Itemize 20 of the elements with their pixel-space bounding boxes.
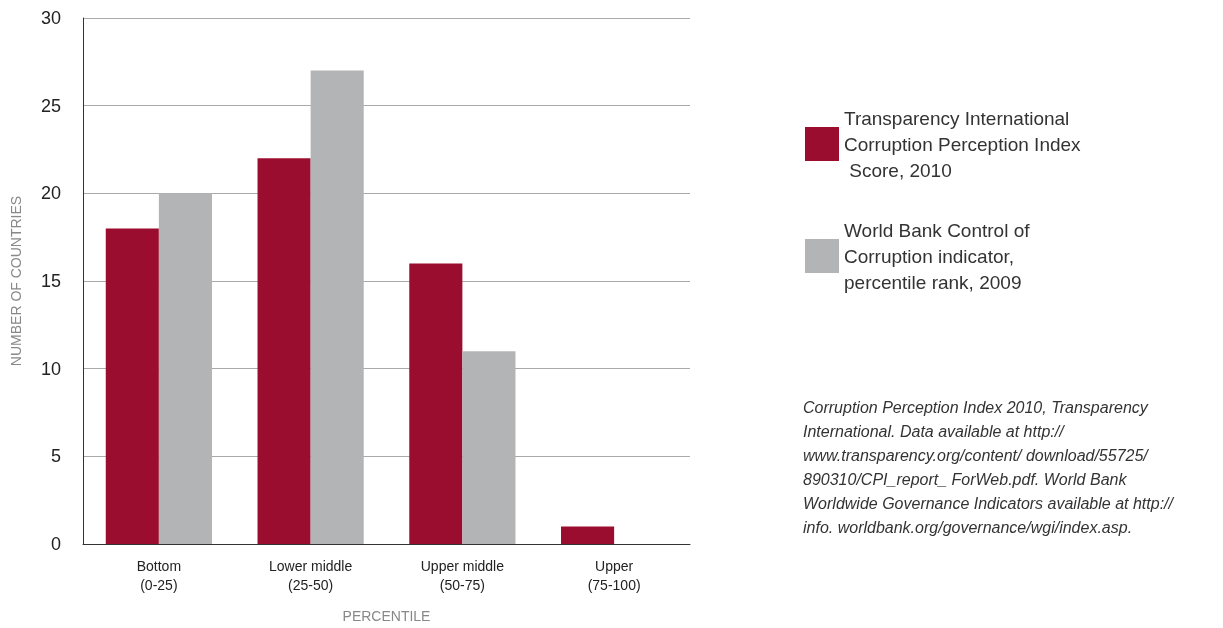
- y-tick-label: 10: [40, 358, 61, 379]
- bar: [105, 228, 159, 544]
- x-tick-label: Lower middle (25-50): [268, 557, 353, 593]
- bar: [409, 263, 463, 544]
- legend-label: Transparency International Corruption Perception Index Score, 2010: [844, 107, 1082, 181]
- y-tick-label: 5: [50, 446, 61, 467]
- x-tick-label: Bottom (0-25): [136, 557, 182, 593]
- y-tick-label: 15: [40, 271, 61, 291]
- x-axis-title: PERCENTILE: [342, 608, 431, 624]
- bar: [257, 158, 311, 544]
- text: Corruption Perception Index 2010, Transparency International. Data available at http://www.transparency.org/content/ download/55725/890310/CPI_report_ ForWeb.pdf. World Bank Worldwide Governance Indicators available at http://info. worldbank.org/governance/wgi/index.asp.: [803, 398, 1175, 536]
- y-tick-label: 20: [40, 183, 61, 204]
- y-tick-label: 30: [40, 8, 61, 28]
- y-tick-label: 25: [40, 95, 61, 116]
- y-axis-title: NUMBER OF COUNTRIES: [8, 195, 24, 367]
- legend-label: World Bank Control of Corruption indicator, percentile rank, 2009: [844, 219, 1035, 293]
- x-tick-label: Upper middle (50-75): [420, 557, 505, 593]
- y-tick-label: 0: [50, 534, 61, 554]
- bar: [561, 526, 615, 544]
- x-tick-label: Upper (75-100): [587, 557, 641, 593]
